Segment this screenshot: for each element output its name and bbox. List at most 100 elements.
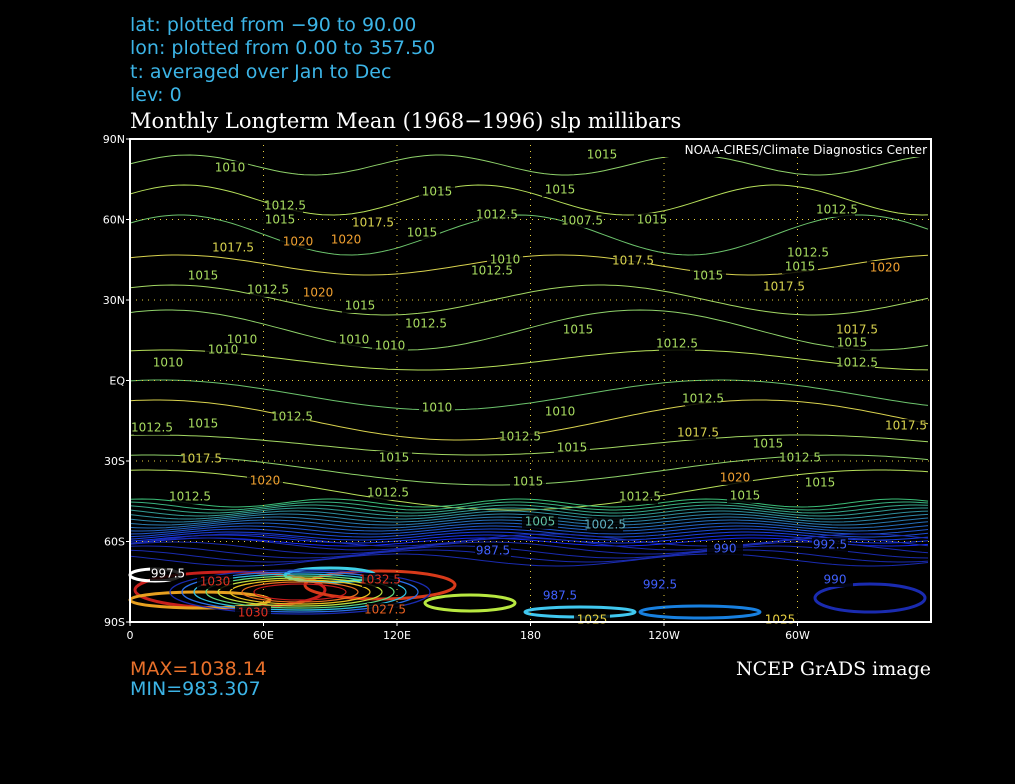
contour-label-bg	[342, 299, 378, 313]
contour-blob	[813, 582, 927, 614]
contour-line	[129, 184, 929, 216]
lat-tick-label: 90S	[104, 616, 125, 629]
contour-blob	[423, 593, 517, 613]
lon-tick-label: 120W	[648, 629, 680, 642]
contour-label: 1015	[407, 226, 438, 240]
lat-tick-label: 90N	[103, 133, 125, 146]
contour-line	[129, 309, 929, 351]
contour-line	[129, 545, 929, 559]
contour-label-bg	[280, 235, 316, 249]
contour-label-bg	[622, 490, 658, 504]
contour-label-bg	[727, 489, 763, 503]
contour-ring	[253, 583, 347, 601]
contour-label-bg	[762, 613, 798, 627]
contour-label-bg	[750, 437, 786, 451]
contour-label: 1017.5	[180, 452, 222, 466]
contour-label: 1015	[265, 213, 296, 227]
contour-line	[129, 501, 929, 511]
header-line: t: averaged over Jan to Dec	[130, 61, 391, 83]
contour-label: 1015	[730, 489, 761, 503]
contour-label: 1010	[422, 401, 453, 415]
contour-line	[129, 504, 929, 514]
contour-label-bg	[235, 606, 271, 620]
contour-label: 1020	[303, 286, 334, 300]
lon-tick-label: 180	[520, 629, 541, 642]
contour-label: 1012.5	[471, 264, 513, 278]
header-line: lat: plotted from −90 to 90.00	[130, 14, 416, 36]
contour-label: 1012.5	[476, 208, 518, 222]
contour-label-bg	[134, 421, 170, 435]
contour-label: 1017.5	[212, 241, 254, 255]
contour-line	[129, 214, 929, 256]
contour-label: 1015	[753, 437, 784, 451]
contour-label: 1015	[837, 336, 868, 350]
contour-label: 1015	[785, 260, 816, 274]
lon-tick-label: 0	[127, 629, 134, 642]
contour-label-bg	[522, 515, 558, 529]
contour-label: 1015	[637, 213, 668, 227]
contour-label-bg	[659, 337, 695, 351]
lon-tick-label: 60W	[785, 629, 810, 642]
contour-label-bg	[267, 199, 303, 213]
contour-label: 1020	[331, 233, 362, 247]
contour-label-bg	[172, 490, 208, 504]
contour-line	[129, 533, 929, 547]
contour-ring	[241, 581, 359, 603]
contour-label: 1010	[490, 253, 521, 267]
contour-label-bg	[542, 589, 578, 603]
contour-label: 990	[714, 542, 737, 556]
contour-label-bg	[564, 214, 600, 228]
contour-label-bg	[362, 573, 398, 587]
contour-blob	[303, 569, 457, 601]
contour-label-bg	[867, 261, 903, 275]
contour-label-bg	[574, 613, 610, 627]
contour-label-bg	[812, 538, 848, 552]
contour-label: 990	[824, 573, 847, 587]
contour-label-bg	[328, 233, 364, 247]
contour-ring	[169, 569, 431, 615]
contour-label-bg	[372, 339, 408, 353]
contour-label: 1012.5	[779, 451, 821, 465]
contour-ring	[217, 577, 383, 607]
contour-label: 1012.5	[656, 337, 698, 351]
contour-label: 1032.5	[359, 573, 401, 587]
lat-tick-label: EQ	[109, 375, 125, 388]
contour-ring	[229, 579, 371, 605]
contour-line	[129, 434, 929, 456]
contour-label-bg	[197, 575, 233, 589]
contour-line	[129, 541, 929, 555]
contour-label: 1012.5	[836, 356, 878, 370]
contour-label-bg	[782, 451, 818, 465]
contour-label: 1015	[188, 417, 219, 431]
contour-label: 1017.5	[677, 426, 719, 440]
contour-label-bg	[615, 254, 651, 268]
contour-label-bg	[554, 441, 590, 455]
contour-line	[129, 510, 929, 520]
contour-label: 1012.5	[499, 430, 541, 444]
contour-label: 1017.5	[885, 419, 927, 433]
lat-tick-label: 30N	[103, 294, 125, 307]
contour-label-bg	[817, 573, 853, 587]
contour-label-bg	[707, 542, 743, 556]
contour-label-bg	[376, 451, 412, 465]
contour-label-bg	[300, 286, 336, 300]
contour-line	[129, 534, 929, 544]
contour-line	[129, 549, 929, 563]
contour-label-bg	[834, 336, 870, 350]
contour-label: 1025	[765, 613, 796, 627]
contour-label: 1012.5	[271, 410, 313, 424]
lon-tick-label: 120E	[383, 629, 411, 642]
contour-label: 1017.5	[612, 254, 654, 268]
contour-label-bg	[475, 544, 511, 558]
contour-label-bg	[802, 476, 838, 490]
contour-label-bg	[560, 323, 596, 337]
contour-label-bg	[502, 430, 538, 444]
contour-label: 1010	[153, 356, 184, 370]
contour-label-bg	[479, 208, 515, 222]
contour-label: 1015	[563, 323, 594, 337]
credit-bg	[626, 142, 928, 157]
contour-label-bg	[185, 417, 221, 431]
min-label: MIN=983.307	[130, 678, 261, 700]
contour-label-bg	[839, 356, 875, 370]
